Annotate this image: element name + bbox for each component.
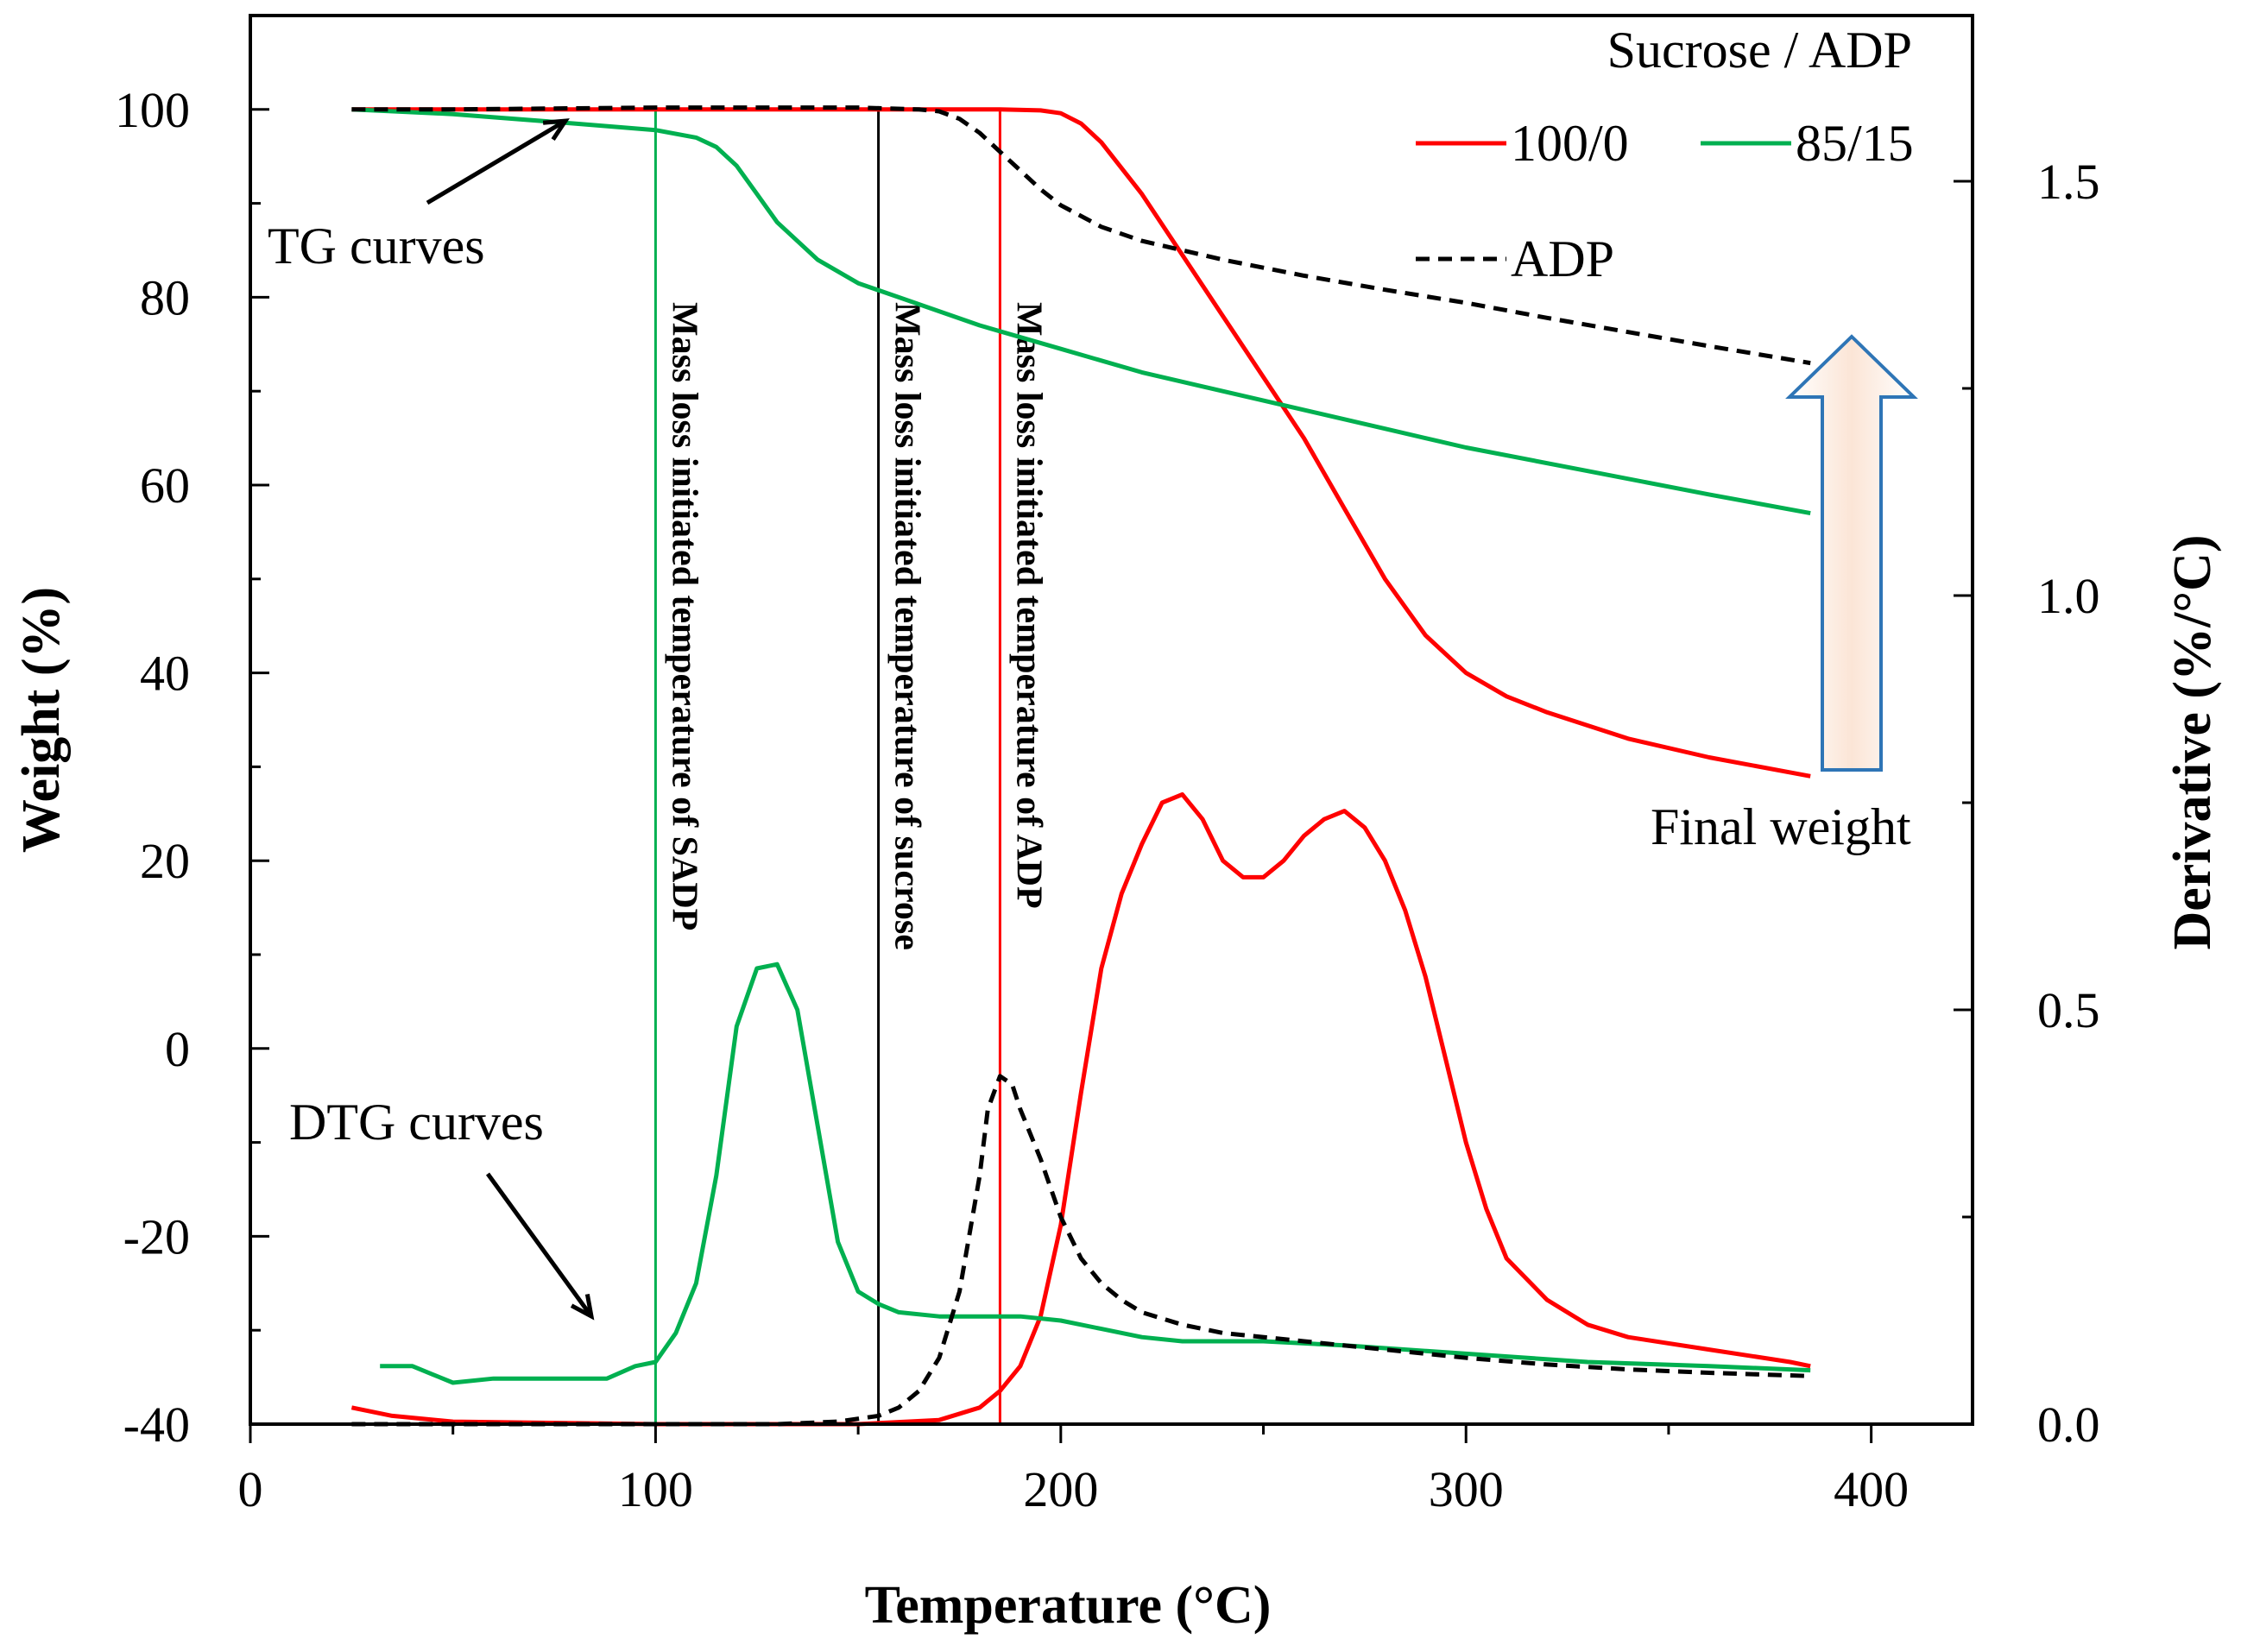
onset-label: Mass loss initiated temperature of SADP <box>664 302 704 930</box>
y-tick-label: 100 <box>115 82 190 138</box>
dtg-arrow-head <box>570 1293 595 1321</box>
onset-label: Mass loss initiated temperature of sucro… <box>887 302 927 950</box>
tg-arrow-head <box>542 118 570 142</box>
y-tick-label: 60 <box>140 457 190 514</box>
y-tick-label: 0 <box>165 1021 190 1077</box>
plot-frame <box>249 14 1974 1426</box>
series-lines <box>350 105 1811 1427</box>
x-tick-label: 300 <box>1429 1461 1504 1517</box>
x-tick-label: 0 <box>238 1461 263 1517</box>
y-tick-label: 20 <box>140 833 190 889</box>
y2-axis-title: Derivative (%/°C) <box>2163 534 2222 949</box>
annotations: Sucrose / ADP 100/0 85/15 ADP TG curves DTG c… <box>268 22 1918 1321</box>
dtg-line-adp <box>351 1074 1811 1427</box>
y-axis-title: Weight (%) <box>12 587 71 853</box>
x-tick-label: 100 <box>618 1461 693 1517</box>
y2-tick-label: 0.0 <box>2037 1397 2100 1453</box>
y2-tick-label: 1.5 <box>2037 154 2100 210</box>
tg-line-adp <box>351 105 1811 366</box>
dtg-line-85-15 <box>380 962 1811 1385</box>
x-axis-title: Temperature (°C) <box>865 1576 1272 1635</box>
x-tick-label: 200 <box>1023 1461 1098 1517</box>
final-weight-label: Final weight <box>1651 798 1911 855</box>
y2-tick-label: 0.5 <box>2037 982 2100 1038</box>
dtg-curves-label: DTG curves <box>289 1094 544 1151</box>
legend-label: ADP <box>1511 230 1614 287</box>
tg-arrow <box>426 118 567 205</box>
x-tick-label: 400 <box>1834 1461 1909 1517</box>
y-tick-label: 80 <box>140 269 190 325</box>
y-tick-label: -20 <box>123 1208 190 1264</box>
tg-line-100-0 <box>351 107 1811 779</box>
onset-label: Mass loss initiated temperature of ADP <box>1008 302 1048 909</box>
y-tick-label: 40 <box>140 646 190 702</box>
legend-label: 100/0 <box>1511 115 1629 172</box>
final-weight-arrow <box>1785 334 1918 772</box>
y2-tick-label: 1.0 <box>2037 568 2100 624</box>
onset-lines: Mass loss initiated temperature of SADP M… <box>653 109 1048 1424</box>
legend-title: Sucrose / ADP <box>1607 22 1912 79</box>
y-tick-label: -40 <box>123 1397 190 1453</box>
dtg-arrow <box>485 1172 594 1318</box>
dtg-line-100-0 <box>350 791 1811 1427</box>
tick-labels: 0 100 200 300 400 -40 -20 0 20 40 60 80 100 0.0 0.5 1.0… <box>12 82 2222 1635</box>
legend-label: 85/15 <box>1796 115 1914 172</box>
tg-line-85-15 <box>351 107 1811 516</box>
tg-curves-label: TG curves <box>268 218 485 274</box>
